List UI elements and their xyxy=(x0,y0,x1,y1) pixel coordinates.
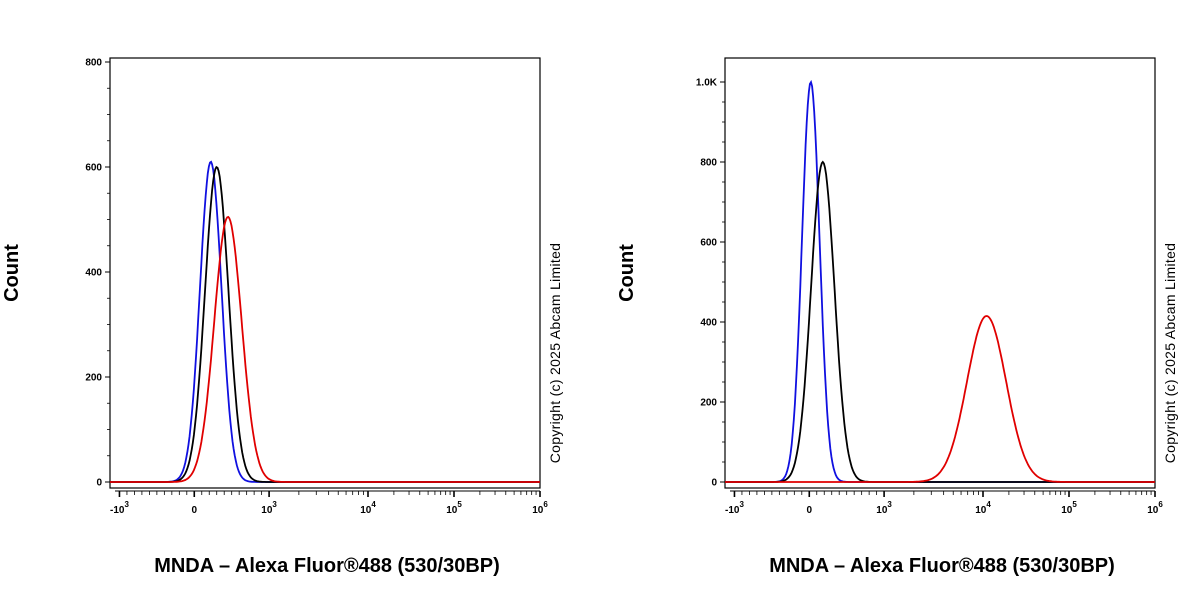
x-tick-label: 0 xyxy=(806,505,812,516)
histogram-series-2 xyxy=(725,160,1155,483)
x-tick-label: 104 xyxy=(975,500,991,516)
y-tick-label: 200 xyxy=(700,398,717,409)
y-tick-label: 600 xyxy=(85,163,102,174)
x-tick-label: 103 xyxy=(261,500,277,516)
histogram-panel-left: 0 200 400 600 800 -103 0 103 104 105 106 Count MNDA … xyxy=(1,57,563,577)
histogram-panel-right: 0 200 400 600 800 1.0K -103 0 103 104 105 106 Count M… xyxy=(600,0,1200,600)
y-tick-label: 800 xyxy=(700,158,717,169)
histogram-series-1 xyxy=(725,79,1155,483)
x-tick-label: 104 xyxy=(360,500,376,516)
copyright-text: Copyright (c) 2025 Abcam Limited xyxy=(1162,243,1178,463)
y-tick-label: 0 xyxy=(711,478,717,489)
x-tick-label: -103 xyxy=(110,500,129,516)
x-tick-label: -103 xyxy=(725,500,744,516)
x-tick-label: 105 xyxy=(1061,500,1077,516)
histogram-series-2 xyxy=(110,165,540,483)
y-axis-label: Count xyxy=(616,244,638,302)
y-tick-label: 400 xyxy=(700,318,717,329)
x-tick-label: 103 xyxy=(876,500,892,516)
x-tick-label: 106 xyxy=(532,500,548,516)
x-tick-label: 105 xyxy=(446,500,462,516)
y-tick-label: 0 xyxy=(96,478,102,489)
histogram-series-3 xyxy=(725,315,1155,483)
histogram-series-1 xyxy=(110,160,540,483)
histogram-chart-right: 0 200 400 600 800 1.0K -103 0 103 104 105 106 Count M… xyxy=(616,57,1178,577)
y-tick-label: 1.0K xyxy=(696,78,718,89)
y-tick-label: 200 xyxy=(85,373,102,384)
histogram-series-3 xyxy=(110,215,540,483)
histogram-chart-left: 0 200 400 600 800 -103 0 103 104 105 106 Count MNDA … xyxy=(1,57,563,577)
x-tick-label: 0 xyxy=(191,505,197,516)
y-tick-label: 800 xyxy=(85,58,102,69)
x-axis-label: MNDA – Alexa Fluor®488 (530/30BP) xyxy=(154,555,500,577)
plot-frame xyxy=(724,57,1156,489)
copyright-text: Copyright (c) 2025 Abcam Limited xyxy=(547,243,563,463)
y-axis-label: Count xyxy=(1,244,23,302)
x-tick-label: 106 xyxy=(1147,500,1163,516)
x-axis-label: MNDA – Alexa Fluor®488 (530/30BP) xyxy=(769,555,1115,577)
y-tick-label: 600 xyxy=(700,238,717,249)
y-tick-label: 400 xyxy=(85,268,102,279)
plot-frame xyxy=(109,57,541,489)
